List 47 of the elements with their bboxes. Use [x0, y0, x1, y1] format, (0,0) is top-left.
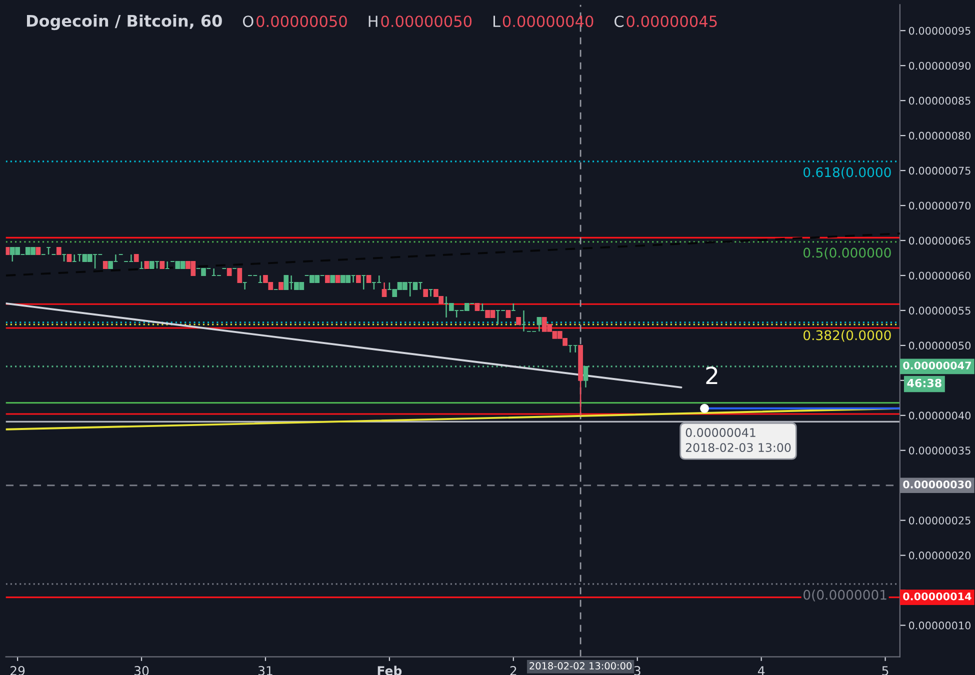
candlestick — [284, 274, 289, 290]
ref-line-label: 0.00000014 — [903, 592, 972, 600]
annotation: 0.00000045 — [626, 16, 717, 28]
x-tick-label: Feb — [378, 666, 402, 675]
x-tick-label: 30 — [134, 666, 149, 675]
annotation: 0.618(0.0000 — [804, 167, 891, 179]
candlestick — [536, 316, 542, 332]
annotation: L — [493, 16, 500, 27]
annotation: 0.00000050 — [381, 16, 472, 28]
annotation: 0(0.0000001 — [804, 590, 886, 602]
y-tick-label: 0.00000040 — [908, 412, 971, 420]
y-tick-label: 0.00000075 — [908, 166, 970, 175]
x-tick-label: 4 — [758, 666, 765, 675]
y-tick-label: 0.00000010 — [908, 622, 971, 630]
x-tick-label: 5 — [882, 666, 888, 675]
ref-line-label: 2018-02-02 13:00:00 — [530, 662, 632, 670]
y-tick-label: 0.00000070 — [908, 202, 971, 210]
text: Dogecoin / Bitcoin, 60 — [26, 14, 222, 30]
x-tick-label: 29 — [10, 666, 25, 675]
annotation: 0.5(0.000000 — [804, 247, 891, 260]
candlestick — [382, 282, 387, 298]
y-tick-label: 0.00000020 — [908, 552, 971, 560]
y-tick-label: 0.00000050 — [908, 342, 971, 350]
y-tick-label: 0.00000085 — [908, 96, 970, 105]
annotation: H — [368, 16, 378, 27]
annotation: 0.00000041 2018-02-03 13:00 — [686, 428, 791, 452]
y-tick-label: 0.00000035 — [908, 446, 970, 454]
x-tick-label: 2 — [510, 666, 516, 675]
x-tick-label: 3 — [634, 666, 640, 675]
y-tick-label: 0.00000065 — [908, 236, 970, 245]
annotation: 0.00000050 — [256, 16, 347, 28]
ref-line-label: 0.00000030 — [903, 480, 972, 488]
y-tick-label: 0.00000090 — [908, 62, 971, 70]
ref-line-label: 0.00000047 — [903, 362, 971, 370]
annotation: 2 — [706, 366, 718, 384]
annotation: 0.382(0.0000 — [804, 330, 891, 342]
text: 46:38 — [907, 378, 942, 388]
y-tick-label: 0.00000095 — [908, 26, 970, 35]
y-tick-label: 0.00000060 — [908, 272, 971, 280]
candlestick — [237, 268, 242, 283]
y-tick-label: 0.00000025 — [908, 516, 970, 524]
y-tick-label: 0.00000080 — [908, 132, 971, 140]
annotation: C — [614, 16, 624, 28]
y-tick-label: 0.00000055 — [908, 306, 970, 315]
annotation: O — [242, 16, 254, 28]
annotation: 0.00000040 — [502, 16, 594, 28]
x-tick-label: 31 — [258, 666, 272, 675]
